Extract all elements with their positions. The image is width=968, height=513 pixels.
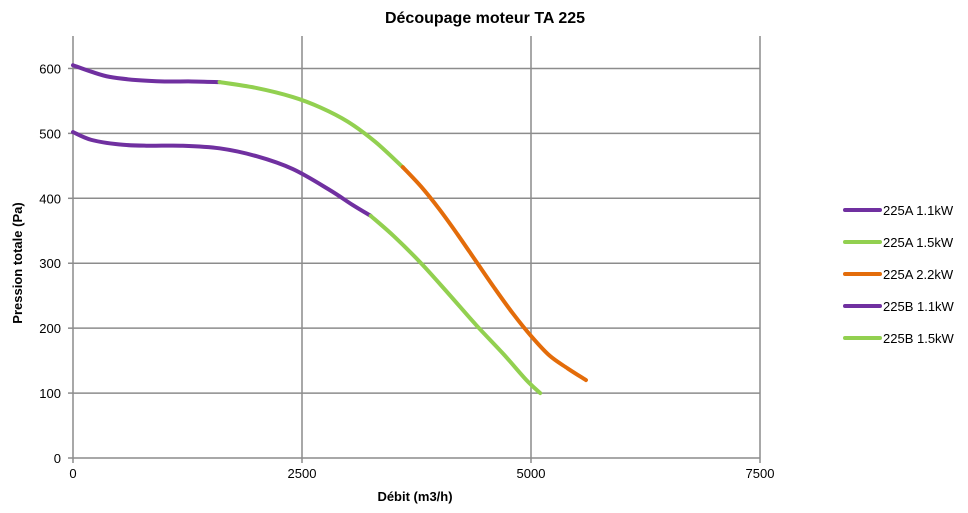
y-tick-label: 0 [54,451,61,466]
y-tick-label: 500 [39,126,61,141]
legend-label: 225B 1.1kW [883,299,955,314]
y-tick-labels: 0 100 200 300 400 500 600 [39,61,61,466]
legend-label: 225A 1.5kW [883,235,954,250]
x-tick-label: 5000 [517,466,546,481]
y-tick-label: 300 [39,256,61,271]
legend-label: 225A 1.1kW [883,203,954,218]
legend: 225A 1.1kW 225A 1.5kW 225A 2.2kW 225B 1.1kW… [843,203,955,346]
y-tick-label: 200 [39,321,61,336]
x-tick-label: 0 [69,466,76,481]
y-tick-label: 100 [39,386,61,401]
series-line-4 [368,213,543,396]
legend-label: 225B 1.5kW [883,331,955,346]
x-tick-label: 7500 [746,466,775,481]
series-line-2 [400,165,588,383]
y-axis-title: Pression totale (Pa) [10,202,25,323]
x-axis-title: Débit (m3/h) [377,489,452,504]
y-tick-label: 600 [39,61,61,76]
series-lines [71,63,588,396]
series-line-1 [217,80,405,170]
grid-lines [73,36,761,458]
axes [68,36,761,463]
y-tick-label: 400 [39,191,61,206]
series-line-3 [71,130,373,218]
x-tick-labels: 0 2500 5000 7500 [69,466,774,481]
x-tick-label: 2500 [288,466,317,481]
chart-title: Découpage moteur TA 225 [385,10,585,27]
legend-label: 225A 2.2kW [883,267,954,282]
series-line-0 [71,63,222,85]
